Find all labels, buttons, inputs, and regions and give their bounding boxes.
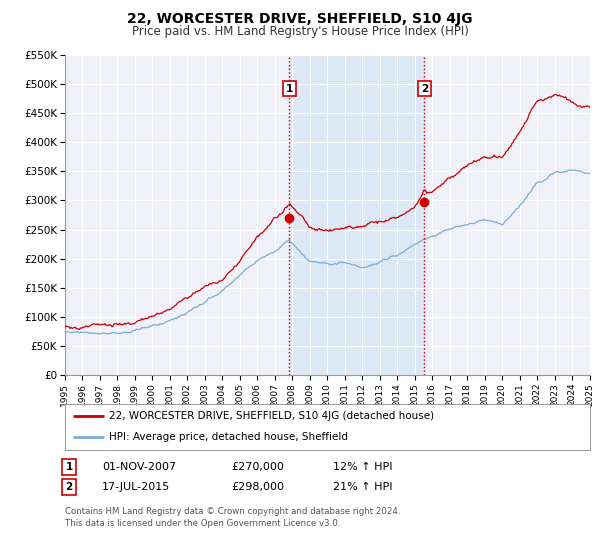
Text: Contains HM Land Registry data © Crown copyright and database right 2024.
This d: Contains HM Land Registry data © Crown c… (65, 507, 400, 528)
Text: 17-JUL-2015: 17-JUL-2015 (102, 482, 170, 492)
Text: £298,000: £298,000 (231, 482, 284, 492)
Text: 21% ↑ HPI: 21% ↑ HPI (333, 482, 392, 492)
Text: 22, WORCESTER DRIVE, SHEFFIELD, S10 4JG (detached house): 22, WORCESTER DRIVE, SHEFFIELD, S10 4JG … (109, 411, 434, 421)
Text: HPI: Average price, detached house, Sheffield: HPI: Average price, detached house, Shef… (109, 432, 349, 442)
Text: 12% ↑ HPI: 12% ↑ HPI (333, 462, 392, 472)
Text: Price paid vs. HM Land Registry's House Price Index (HPI): Price paid vs. HM Land Registry's House … (131, 25, 469, 38)
Text: 22, WORCESTER DRIVE, SHEFFIELD, S10 4JG: 22, WORCESTER DRIVE, SHEFFIELD, S10 4JG (127, 12, 473, 26)
Text: 1: 1 (286, 83, 293, 94)
Bar (289, 55, 424, 375)
Text: 01-NOV-2007: 01-NOV-2007 (102, 462, 176, 472)
Text: 2: 2 (65, 482, 73, 492)
Text: 1: 1 (65, 462, 73, 472)
Text: £270,000: £270,000 (231, 462, 284, 472)
Text: 2: 2 (421, 83, 428, 94)
